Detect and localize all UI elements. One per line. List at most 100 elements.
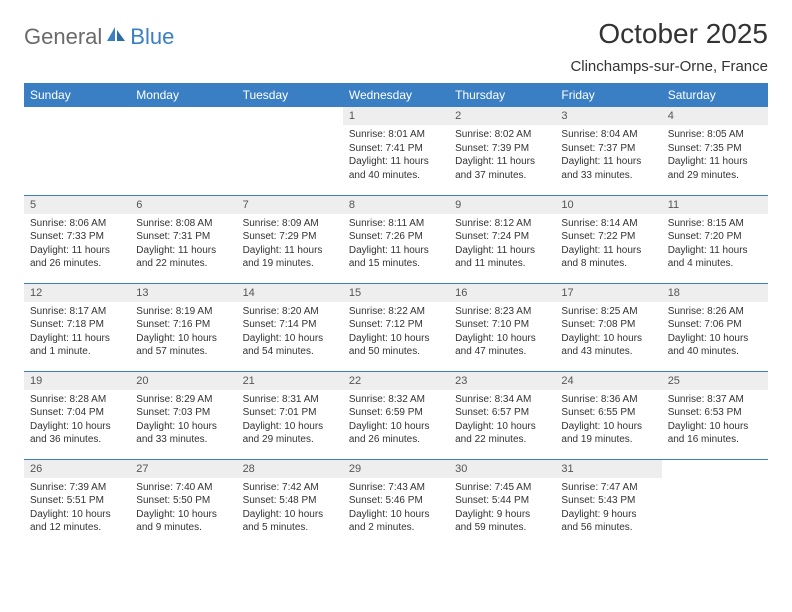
day-number: 5 <box>24 196 130 214</box>
day-details: Sunrise: 8:26 AMSunset: 7:06 PMDaylight:… <box>662 302 768 363</box>
day-details: Sunrise: 8:15 AMSunset: 7:20 PMDaylight:… <box>662 214 768 275</box>
calendar-day-cell: 27Sunrise: 7:40 AMSunset: 5:50 PMDayligh… <box>130 459 236 547</box>
calendar-day-cell: 28Sunrise: 7:42 AMSunset: 5:48 PMDayligh… <box>237 459 343 547</box>
day-details: Sunrise: 7:39 AMSunset: 5:51 PMDaylight:… <box>24 478 130 539</box>
day-number: 19 <box>24 372 130 390</box>
weekday-header: Thursday <box>449 83 555 107</box>
day-number: 11 <box>662 196 768 214</box>
day-details: Sunrise: 8:29 AMSunset: 7:03 PMDaylight:… <box>130 390 236 451</box>
calendar-day-cell <box>662 459 768 547</box>
logo-sail-icon <box>106 26 128 49</box>
calendar-day-cell: 18Sunrise: 8:26 AMSunset: 7:06 PMDayligh… <box>662 283 768 371</box>
calendar-day-cell: 14Sunrise: 8:20 AMSunset: 7:14 PMDayligh… <box>237 283 343 371</box>
day-details: Sunrise: 8:08 AMSunset: 7:31 PMDaylight:… <box>130 214 236 275</box>
weekday-header-row: Sunday Monday Tuesday Wednesday Thursday… <box>24 83 768 107</box>
day-number: 2 <box>449 107 555 125</box>
day-number: 4 <box>662 107 768 125</box>
day-details: Sunrise: 8:12 AMSunset: 7:24 PMDaylight:… <box>449 214 555 275</box>
day-details: Sunrise: 8:01 AMSunset: 7:41 PMDaylight:… <box>343 125 449 186</box>
day-details: Sunrise: 8:32 AMSunset: 6:59 PMDaylight:… <box>343 390 449 451</box>
calendar-day-cell: 23Sunrise: 8:34 AMSunset: 6:57 PMDayligh… <box>449 371 555 459</box>
day-details: Sunrise: 7:47 AMSunset: 5:43 PMDaylight:… <box>555 478 661 539</box>
day-details: Sunrise: 7:43 AMSunset: 5:46 PMDaylight:… <box>343 478 449 539</box>
day-number: 9 <box>449 196 555 214</box>
day-number: 17 <box>555 284 661 302</box>
day-number: 20 <box>130 372 236 390</box>
day-number: 15 <box>343 284 449 302</box>
day-number: 24 <box>555 372 661 390</box>
calendar-day-cell: 16Sunrise: 8:23 AMSunset: 7:10 PMDayligh… <box>449 283 555 371</box>
day-details: Sunrise: 8:36 AMSunset: 6:55 PMDaylight:… <box>555 390 661 451</box>
calendar-day-cell: 11Sunrise: 8:15 AMSunset: 7:20 PMDayligh… <box>662 195 768 283</box>
day-details: Sunrise: 7:40 AMSunset: 5:50 PMDaylight:… <box>130 478 236 539</box>
header: General Blue October 2025 Clinchamps-sur… <box>24 18 768 75</box>
calendar-day-cell: 13Sunrise: 8:19 AMSunset: 7:16 PMDayligh… <box>130 283 236 371</box>
calendar-week-row: 26Sunrise: 7:39 AMSunset: 5:51 PMDayligh… <box>24 459 768 547</box>
day-number: 7 <box>237 196 343 214</box>
logo-text-general: General <box>24 24 102 50</box>
month-title: October 2025 <box>570 18 768 50</box>
day-details: Sunrise: 8:25 AMSunset: 7:08 PMDaylight:… <box>555 302 661 363</box>
day-details: Sunrise: 8:09 AMSunset: 7:29 PMDaylight:… <box>237 214 343 275</box>
calendar-day-cell: 29Sunrise: 7:43 AMSunset: 5:46 PMDayligh… <box>343 459 449 547</box>
calendar-day-cell: 20Sunrise: 8:29 AMSunset: 7:03 PMDayligh… <box>130 371 236 459</box>
calendar-day-cell: 10Sunrise: 8:14 AMSunset: 7:22 PMDayligh… <box>555 195 661 283</box>
calendar-day-cell: 21Sunrise: 8:31 AMSunset: 7:01 PMDayligh… <box>237 371 343 459</box>
calendar-table: Sunday Monday Tuesday Wednesday Thursday… <box>24 83 768 547</box>
day-details: Sunrise: 8:06 AMSunset: 7:33 PMDaylight:… <box>24 214 130 275</box>
calendar-day-cell <box>130 107 236 195</box>
calendar-day-cell: 5Sunrise: 8:06 AMSunset: 7:33 PMDaylight… <box>24 195 130 283</box>
calendar-day-cell: 31Sunrise: 7:47 AMSunset: 5:43 PMDayligh… <box>555 459 661 547</box>
location: Clinchamps-sur-Orne, France <box>570 58 768 75</box>
day-number: 12 <box>24 284 130 302</box>
day-details: Sunrise: 7:42 AMSunset: 5:48 PMDaylight:… <box>237 478 343 539</box>
calendar-day-cell: 26Sunrise: 7:39 AMSunset: 5:51 PMDayligh… <box>24 459 130 547</box>
day-number: 18 <box>662 284 768 302</box>
day-number: 8 <box>343 196 449 214</box>
calendar-day-cell <box>24 107 130 195</box>
calendar-day-cell: 25Sunrise: 8:37 AMSunset: 6:53 PMDayligh… <box>662 371 768 459</box>
calendar-day-cell: 3Sunrise: 8:04 AMSunset: 7:37 PMDaylight… <box>555 107 661 195</box>
day-details: Sunrise: 8:23 AMSunset: 7:10 PMDaylight:… <box>449 302 555 363</box>
calendar-day-cell: 8Sunrise: 8:11 AMSunset: 7:26 PMDaylight… <box>343 195 449 283</box>
title-block: October 2025 Clinchamps-sur-Orne, France <box>570 18 768 75</box>
day-number: 30 <box>449 460 555 478</box>
day-number: 13 <box>130 284 236 302</box>
calendar-day-cell: 22Sunrise: 8:32 AMSunset: 6:59 PMDayligh… <box>343 371 449 459</box>
weekday-header: Tuesday <box>237 83 343 107</box>
day-details: Sunrise: 8:22 AMSunset: 7:12 PMDaylight:… <box>343 302 449 363</box>
calendar-day-cell: 17Sunrise: 8:25 AMSunset: 7:08 PMDayligh… <box>555 283 661 371</box>
calendar-day-cell: 30Sunrise: 7:45 AMSunset: 5:44 PMDayligh… <box>449 459 555 547</box>
day-number: 1 <box>343 107 449 125</box>
weekday-header: Wednesday <box>343 83 449 107</box>
day-details: Sunrise: 8:34 AMSunset: 6:57 PMDaylight:… <box>449 390 555 451</box>
day-details: Sunrise: 8:02 AMSunset: 7:39 PMDaylight:… <box>449 125 555 186</box>
day-number: 6 <box>130 196 236 214</box>
calendar-day-cell: 6Sunrise: 8:08 AMSunset: 7:31 PMDaylight… <box>130 195 236 283</box>
weekday-header: Friday <box>555 83 661 107</box>
calendar-day-cell: 4Sunrise: 8:05 AMSunset: 7:35 PMDaylight… <box>662 107 768 195</box>
day-details: Sunrise: 8:11 AMSunset: 7:26 PMDaylight:… <box>343 214 449 275</box>
day-details: Sunrise: 8:04 AMSunset: 7:37 PMDaylight:… <box>555 125 661 186</box>
logo: General Blue <box>24 18 174 50</box>
day-number: 23 <box>449 372 555 390</box>
day-details: Sunrise: 8:19 AMSunset: 7:16 PMDaylight:… <box>130 302 236 363</box>
day-details: Sunrise: 8:28 AMSunset: 7:04 PMDaylight:… <box>24 390 130 451</box>
day-number: 28 <box>237 460 343 478</box>
calendar-week-row: 1Sunrise: 8:01 AMSunset: 7:41 PMDaylight… <box>24 107 768 195</box>
day-details: Sunrise: 8:14 AMSunset: 7:22 PMDaylight:… <box>555 214 661 275</box>
day-details: Sunrise: 8:17 AMSunset: 7:18 PMDaylight:… <box>24 302 130 363</box>
calendar-day-cell: 15Sunrise: 8:22 AMSunset: 7:12 PMDayligh… <box>343 283 449 371</box>
calendar-day-cell: 1Sunrise: 8:01 AMSunset: 7:41 PMDaylight… <box>343 107 449 195</box>
calendar-day-cell: 7Sunrise: 8:09 AMSunset: 7:29 PMDaylight… <box>237 195 343 283</box>
day-number: 16 <box>449 284 555 302</box>
weekday-header: Saturday <box>662 83 768 107</box>
calendar-day-cell <box>237 107 343 195</box>
day-number: 25 <box>662 372 768 390</box>
logo-text-blue: Blue <box>130 24 174 50</box>
weekday-header: Sunday <box>24 83 130 107</box>
calendar-day-cell: 19Sunrise: 8:28 AMSunset: 7:04 PMDayligh… <box>24 371 130 459</box>
day-number: 21 <box>237 372 343 390</box>
day-details: Sunrise: 8:31 AMSunset: 7:01 PMDaylight:… <box>237 390 343 451</box>
calendar-week-row: 12Sunrise: 8:17 AMSunset: 7:18 PMDayligh… <box>24 283 768 371</box>
